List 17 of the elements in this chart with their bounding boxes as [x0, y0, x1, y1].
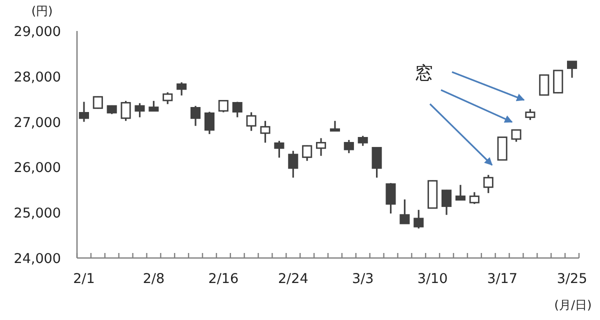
y-tick-label: 25,000	[14, 206, 61, 222]
x-tick-label: 2/8	[142, 271, 165, 287]
x-axis-title: (月/日)	[554, 298, 592, 312]
x-tick-label: 2/1	[73, 271, 95, 287]
y-tick-label: 29,000	[14, 24, 61, 40]
y-tick-label: 27,000	[14, 114, 61, 131]
y-axis-title: (円)	[31, 4, 53, 18]
x-tick-label: 3/17	[487, 271, 518, 287]
y-tick-label: 26,000	[14, 160, 61, 176]
x-tick-label: 3/10	[417, 271, 448, 287]
y-tick-label: 28,000	[14, 69, 61, 86]
x-tick-label: 3/25	[556, 271, 588, 287]
x-tick-label: 3/3	[352, 271, 374, 287]
annotation: 窓	[415, 63, 433, 84]
x-tick-label: 2/24	[278, 271, 308, 287]
x-tick-label: 2/16	[208, 271, 239, 287]
y-tick-label: 24,000	[14, 251, 61, 267]
